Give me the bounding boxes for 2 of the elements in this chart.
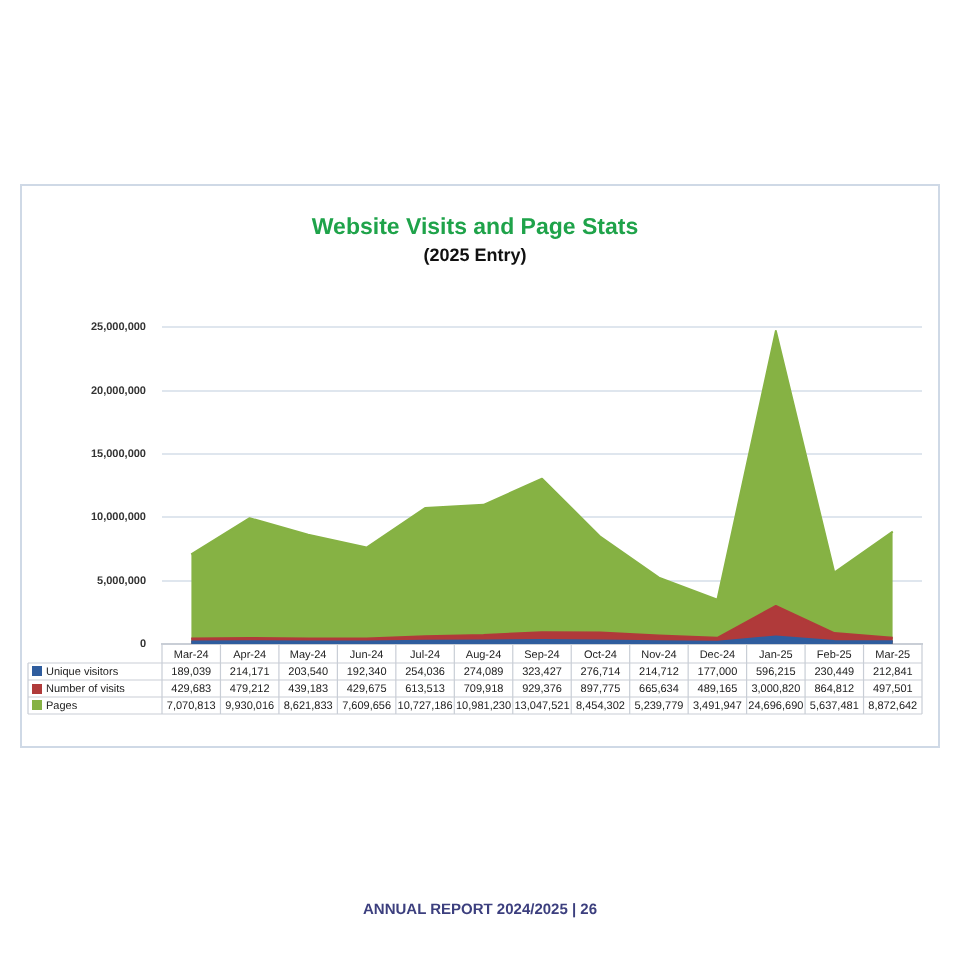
chart-subtitle: (2025 Entry) xyxy=(423,245,527,266)
chart-title: Website Visits and Page Stats xyxy=(311,216,639,241)
